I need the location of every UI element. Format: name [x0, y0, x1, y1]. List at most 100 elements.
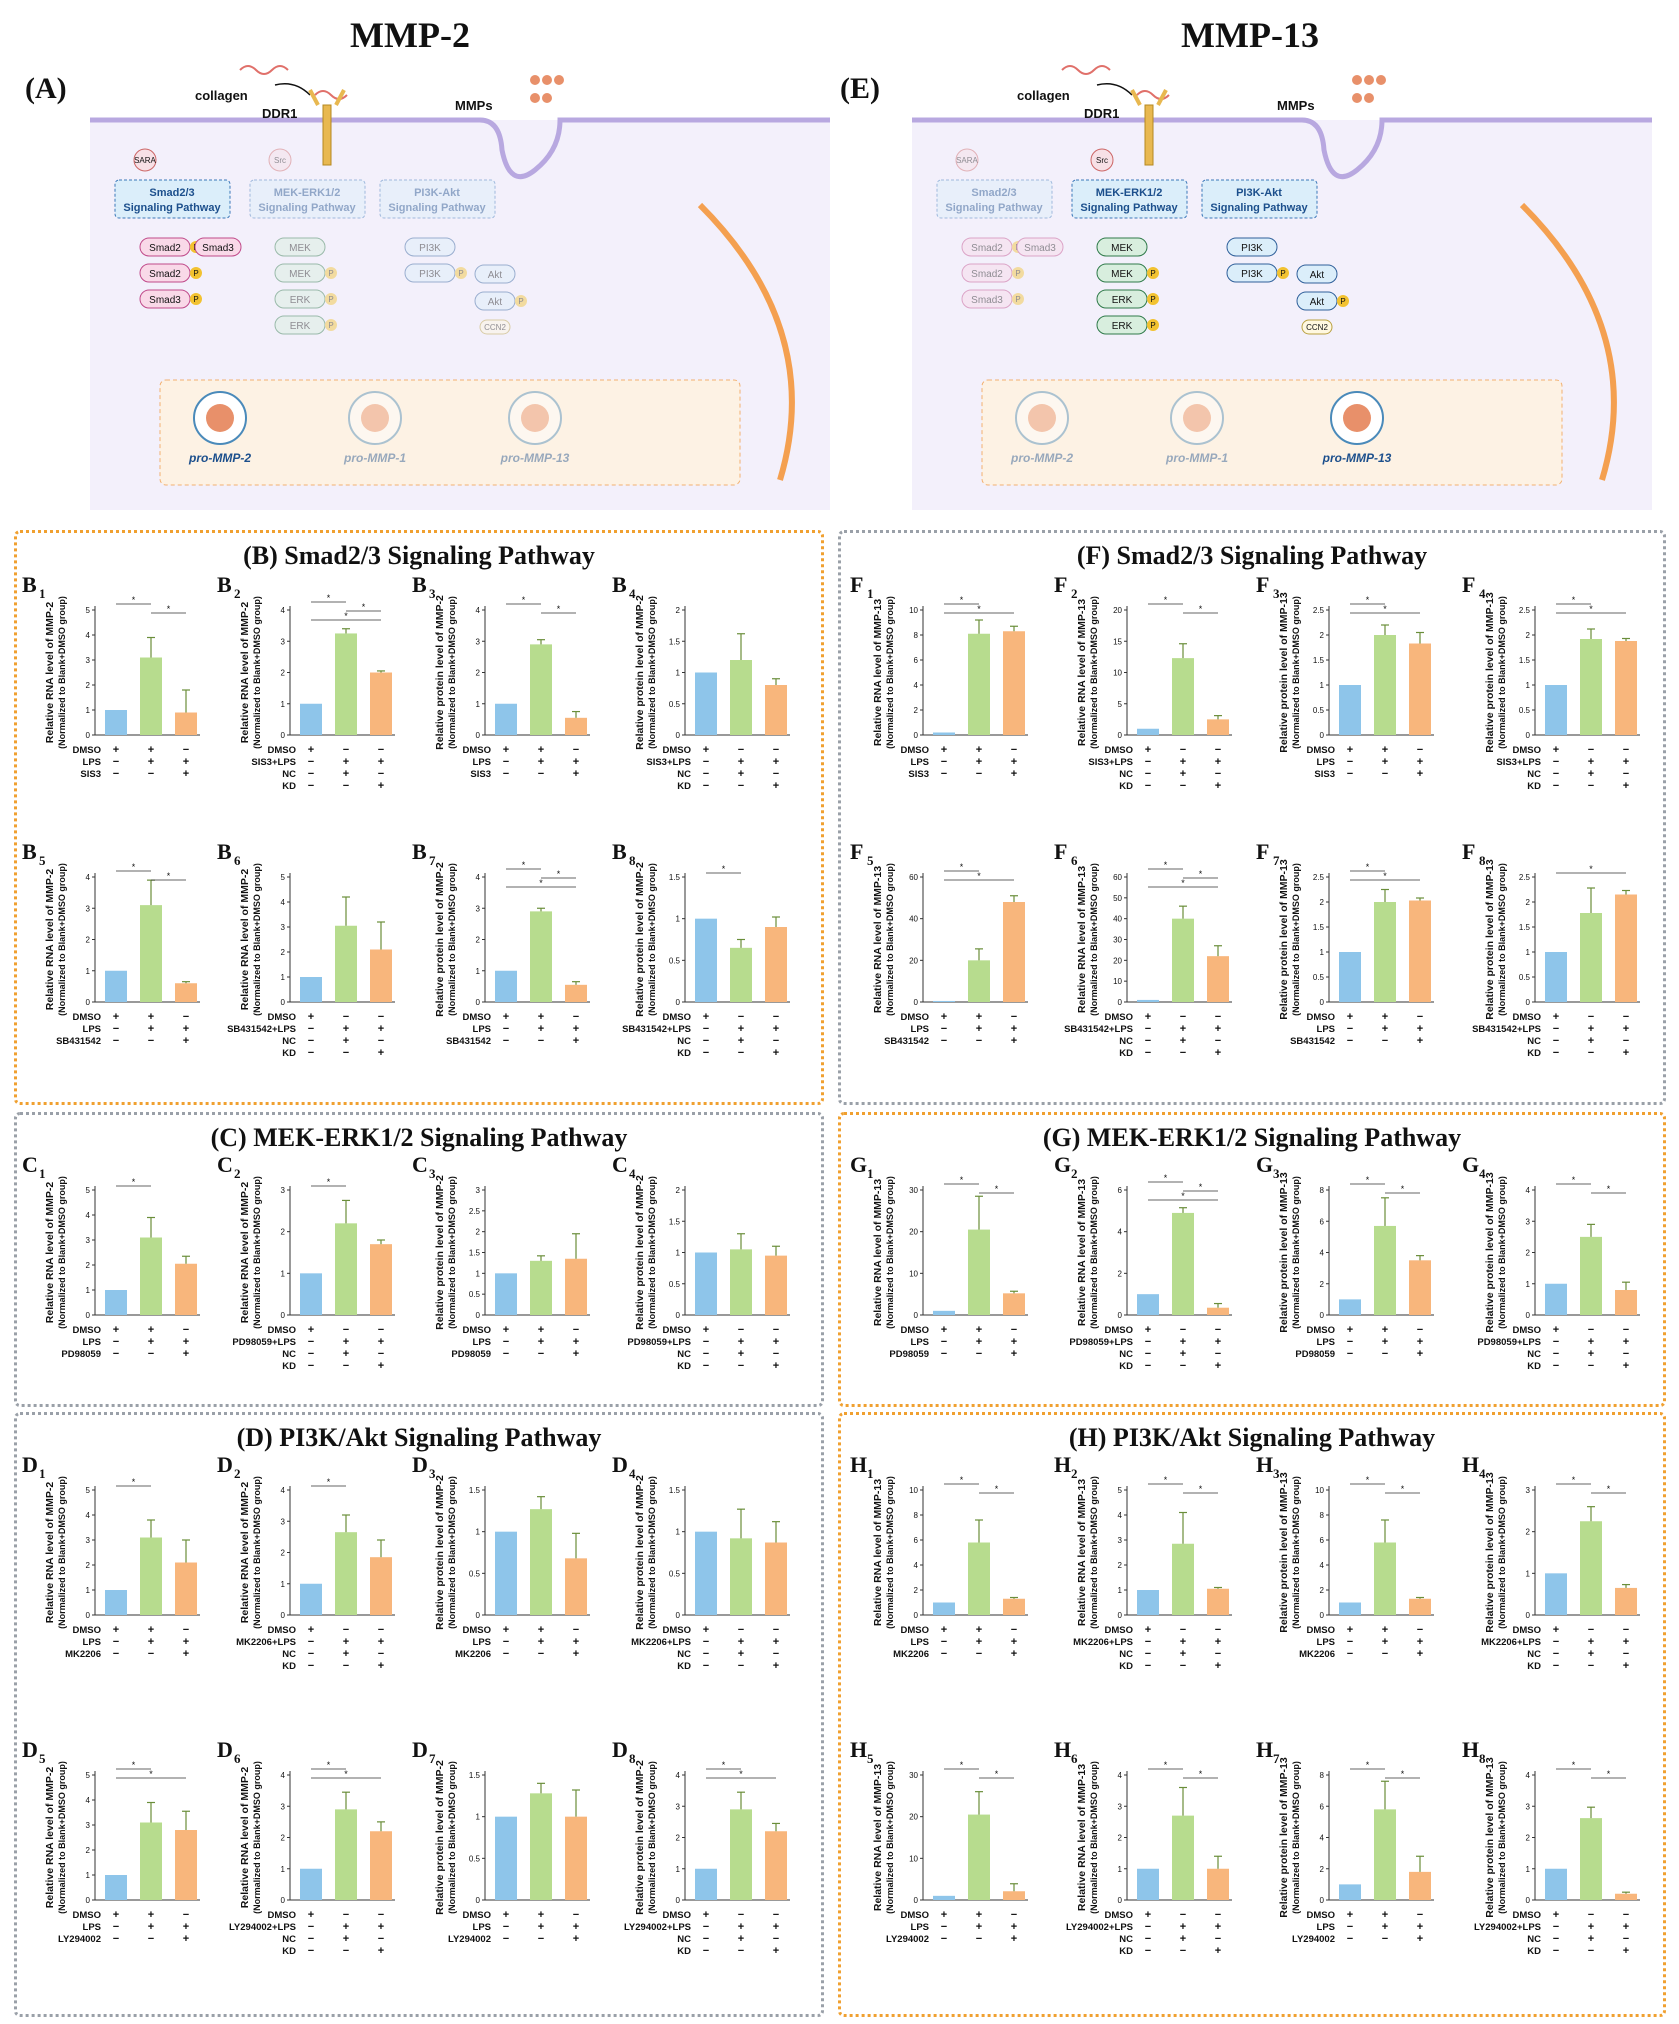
treatment-sign: +: [378, 1023, 384, 1035]
treatment-sign: +: [1215, 1023, 1221, 1035]
treatment-sign: +: [1417, 1023, 1423, 1035]
y-tick-label: 6: [914, 656, 919, 665]
treatment-sign: −: [148, 1035, 154, 1047]
y-tick-label: 3: [1118, 1802, 1123, 1811]
treatment-sign: +: [738, 756, 744, 768]
y-tick-label: 0: [676, 1896, 681, 1905]
treatment-sign: −: [703, 1933, 709, 1945]
treatment-sign: +: [1588, 1933, 1594, 1945]
treatment-label: DMSO: [1513, 745, 1542, 756]
treatment-sign: −: [1180, 1360, 1186, 1372]
y-tick-label: 1: [1526, 948, 1531, 957]
treatment-sign: −: [1347, 1336, 1353, 1348]
bar-1: [695, 1252, 717, 1315]
significance-star: *: [539, 878, 543, 888]
phospho-icon: [1337, 295, 1349, 307]
y-tick-label: 0: [1526, 731, 1531, 740]
phospho-label: P: [1015, 243, 1020, 252]
significance-star: *: [1366, 1175, 1370, 1185]
treatment-label: KD: [282, 1361, 296, 1372]
y-axis-title: Relative protein level of MMP-2: [434, 1175, 446, 1330]
treatment-label: LPS: [1317, 1337, 1335, 1348]
y-axis-title: Relative protein level of MMP-2: [434, 1760, 446, 1915]
treatment-sign: −: [113, 1921, 119, 1933]
y-tick-label: 2.5: [1519, 873, 1531, 882]
treatment-label: LPS: [1317, 1637, 1335, 1648]
treatment-label: NC: [1119, 1349, 1133, 1360]
y-tick-label: 10: [909, 1854, 918, 1863]
treatment-label: LPS: [911, 1637, 929, 1648]
treatment-sign: −: [1553, 1035, 1559, 1047]
adaptor-label: SARA: [956, 156, 978, 165]
treatment-sign: +: [1215, 780, 1221, 792]
bar-1: [495, 1531, 517, 1615]
bar-1: [105, 1290, 127, 1315]
treatment-sign: −: [1417, 744, 1423, 756]
treatment-sign: −: [113, 1035, 119, 1047]
y-axis-subtitle: (Normalized to Blank+DMSO group): [647, 1761, 657, 1914]
treatment-sign: −: [573, 1909, 579, 1921]
treatment-sign: −: [503, 1933, 509, 1945]
treatment-sign: −: [738, 1909, 744, 1921]
phospho-label: P: [193, 295, 198, 304]
treatment-sign: −: [738, 1945, 744, 1957]
y-tick-label: 2: [914, 1586, 919, 1595]
panel-sublabel: 6: [1071, 853, 1078, 868]
panel-label: D: [412, 1737, 428, 1762]
y-tick-label: 4: [1118, 1228, 1123, 1237]
treatment-sign: +: [183, 1921, 189, 1933]
mmps-label: MMPs: [455, 98, 493, 113]
bar-1: [933, 1602, 955, 1615]
treatment-label: LPS: [1317, 1922, 1335, 1933]
treatment-label: SB431542: [446, 1036, 491, 1047]
treatment-sign: −: [1145, 1047, 1151, 1059]
y-tick-label: 20: [909, 1228, 918, 1237]
treatment-sign: −: [573, 1324, 579, 1336]
y-tick-label: 3: [281, 1517, 286, 1526]
phospho-icon: [325, 319, 337, 331]
bar-1: [695, 1531, 717, 1615]
protein-node-label: PI3K: [419, 243, 441, 254]
treatment-sign: −: [113, 1336, 119, 1348]
treatment-sign: −: [941, 1636, 947, 1648]
treatment-sign: +: [183, 1348, 189, 1360]
treatment-sign: +: [503, 1324, 509, 1336]
y-axis-title: Relative RNA level of MMP-13: [1076, 866, 1088, 1013]
treatment-sign: +: [1011, 1348, 1017, 1360]
treatment-sign: −: [148, 1348, 154, 1360]
treatment-label: DMSO: [268, 745, 297, 756]
treatment-label: DMSO: [73, 1325, 102, 1336]
treatment-label: KD: [677, 1048, 691, 1059]
nucleus-region: [981, 379, 1563, 486]
treatment-label: KD: [1119, 781, 1133, 792]
phospho-icon: [1012, 293, 1024, 305]
y-axis-subtitle: (Normalized to Blank+DMSO group): [885, 1176, 895, 1329]
treatment-sign: −: [183, 1011, 189, 1023]
y-tick-label: 0: [914, 998, 919, 1007]
y-axis-subtitle: (Normalized to Blank+DMSO group): [447, 1761, 457, 1914]
panel-label: F: [850, 839, 863, 864]
treatment-sign: +: [1382, 756, 1388, 768]
treatment-label: LPS: [83, 1637, 101, 1648]
treatment-sign: +: [343, 1348, 349, 1360]
bar-1: [1339, 685, 1361, 735]
treatment-sign: +: [1215, 1660, 1221, 1672]
y-tick-label: 1: [676, 1865, 681, 1874]
treatment-sign: +: [1553, 1909, 1559, 1921]
treatment-label: DMSO: [73, 1625, 102, 1636]
treatment-sign: −: [773, 1348, 779, 1360]
treatment-sign: +: [573, 1023, 579, 1035]
pathway-subtitle: Signaling Pathway: [1210, 202, 1308, 214]
treatment-sign: +: [1623, 1336, 1629, 1348]
y-tick-label: 0: [1118, 998, 1123, 1007]
treatment-label: LY294002+LPS: [624, 1922, 691, 1933]
product-3: pro-MMP-13: [1322, 391, 1392, 465]
bar-1: [1339, 952, 1361, 1002]
